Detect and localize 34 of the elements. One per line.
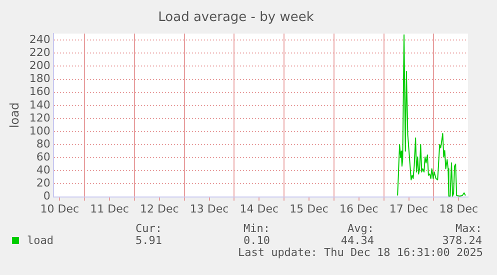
x-tick-label: 18 Dec <box>439 202 478 216</box>
x-tick-label: 11 Dec <box>90 202 129 216</box>
y-tick-label: 140 <box>29 98 50 112</box>
y-axis-title: load <box>7 102 22 128</box>
y-tick-label: 200 <box>29 59 50 72</box>
text: Min: <box>244 222 270 235</box>
text: Cur: <box>136 222 162 235</box>
text: 44.34 <box>340 234 374 247</box>
x-tick-label: 10 Dec <box>40 202 80 216</box>
legend-label: load <box>27 234 54 247</box>
y-tick-label: 60 <box>36 150 50 164</box>
x-tick-label: 14 Dec <box>240 202 279 216</box>
x-tick-label: 15 Dec <box>290 202 328 216</box>
y-tick-label: 20 <box>36 176 50 190</box>
text: 0.10 <box>244 234 270 247</box>
y-tick-label: 0 <box>43 190 50 203</box>
y-tick-label: 120 <box>29 111 50 124</box>
x-tick-label: 17 Dec <box>389 202 428 216</box>
y-tick-label: 160 <box>29 85 50 98</box>
text: 378.24 <box>442 234 482 247</box>
x-tick-label: 13 Dec <box>190 202 229 216</box>
text: Avg: <box>348 222 374 235</box>
chart-title: Load average - by week <box>158 10 314 26</box>
y-tick-label: 240 <box>29 32 50 46</box>
text: Max: <box>456 222 482 235</box>
y-tick-label: 80 <box>36 137 50 150</box>
y-tick-label: 220 <box>29 46 50 60</box>
x-tick-label: 12 Dec <box>140 202 179 216</box>
y-tick-label: 100 <box>29 124 50 138</box>
y-tick-label: 40 <box>36 164 50 177</box>
text: Last update: Thu Dec 18 16:31:00 2025 <box>238 246 483 259</box>
text: 5.91 <box>136 234 162 247</box>
x-tick-label: 16 Dec <box>340 202 378 216</box>
y-tick-label: 180 <box>29 72 50 86</box>
